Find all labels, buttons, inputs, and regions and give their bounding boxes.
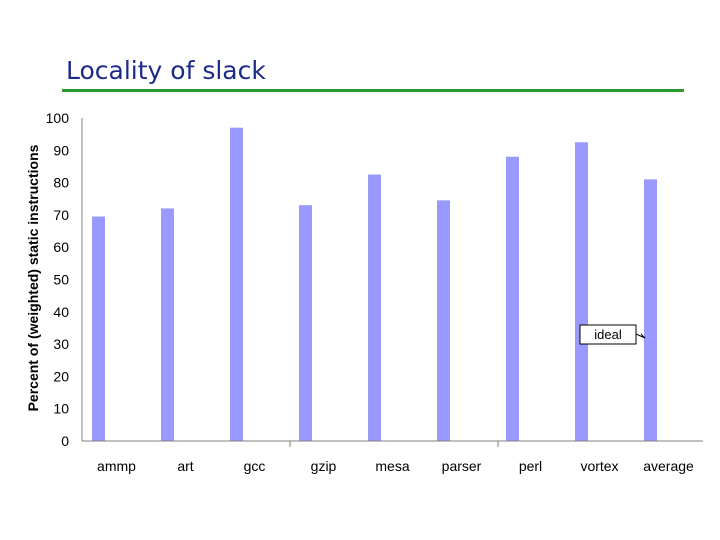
y-tick-label: 60 — [53, 239, 69, 255]
y-tick-label: 100 — [46, 110, 70, 126]
x-tick-label: art — [177, 458, 193, 474]
bar-ammp — [92, 216, 105, 441]
y-tick-label: 50 — [53, 272, 69, 288]
annotation-pointer — [635, 333, 646, 339]
bar-average — [644, 179, 657, 441]
y-tick-label: 30 — [53, 336, 69, 352]
title-underline — [62, 89, 684, 92]
y-tick-label: 40 — [53, 304, 69, 320]
annotation-arrowhead — [640, 333, 646, 339]
x-tick-label: gzip — [311, 458, 337, 474]
x-tick-label: parser — [442, 458, 482, 474]
y-tick-labels: 0 10 20 30 40 50 60 70 80 90 100 — [46, 110, 70, 449]
slide-title: Locality of slack — [66, 56, 266, 85]
bars-group — [92, 127, 657, 441]
y-tick-label: 20 — [53, 368, 69, 384]
bar-perl — [506, 156, 519, 441]
bar-vortex — [575, 142, 588, 441]
y-tick-label: 90 — [53, 142, 69, 158]
bar-parser — [437, 200, 450, 441]
bar-gzip — [299, 205, 312, 441]
x-tick-labels: ammp art gcc gzip mesa parser perl vortex averag… — [97, 458, 694, 474]
x-tick-label: vortex — [580, 458, 618, 474]
x-tick-label: mesa — [375, 458, 409, 474]
bar-gcc — [230, 127, 243, 441]
x-tick-label: average — [643, 458, 694, 474]
y-tick-label: 80 — [53, 175, 69, 191]
annotation-ideal: ideal — [594, 327, 622, 342]
bar-art — [161, 208, 174, 441]
y-tick-label: 10 — [53, 401, 69, 417]
y-tick-label: 70 — [53, 207, 69, 223]
y-tick-label: 0 — [61, 433, 69, 449]
y-axis-label: Percent of (weighted) static instruction… — [25, 144, 41, 411]
x-tick-label: gcc — [244, 458, 266, 474]
x-tick-label: perl — [519, 458, 542, 474]
bar-mesa — [368, 174, 381, 441]
x-tick-label: ammp — [97, 458, 136, 474]
